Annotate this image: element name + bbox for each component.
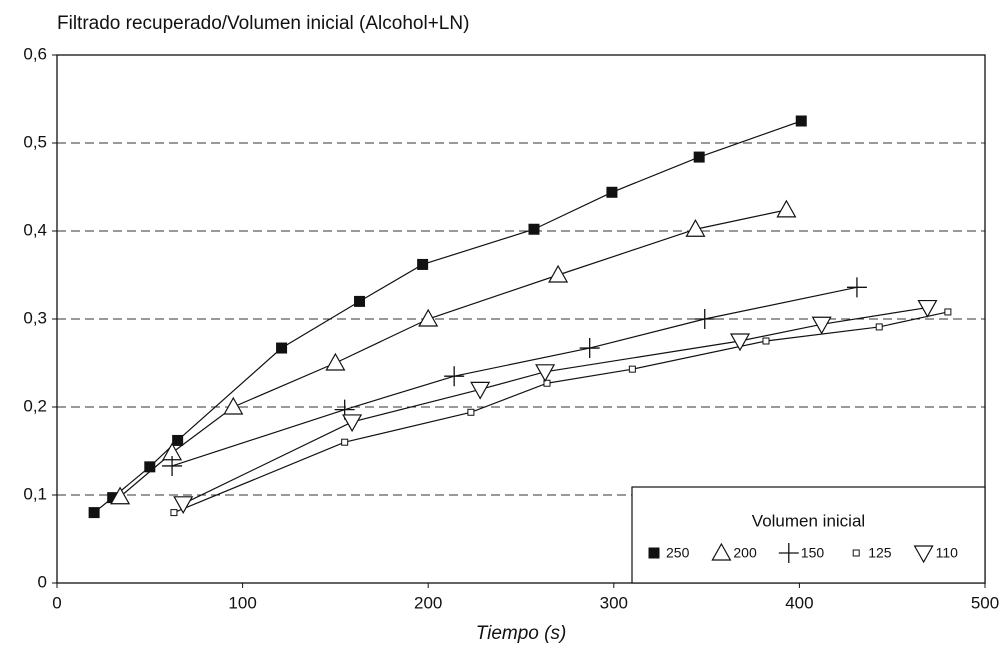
marker — [776, 199, 797, 218]
legend-label: 150 — [801, 545, 825, 561]
legend-label: 250 — [666, 545, 690, 561]
x-tick-label: 0 — [52, 593, 61, 612]
y-tick-label: 0,5 — [23, 132, 47, 151]
marker — [341, 438, 349, 446]
x-tick-label: 100 — [228, 593, 256, 612]
marker — [223, 396, 244, 415]
series-line — [173, 311, 949, 514]
marker — [528, 223, 540, 235]
marker — [418, 308, 439, 327]
x-tick-label: 300 — [600, 593, 628, 612]
series-line — [171, 286, 858, 467]
marker — [107, 492, 119, 504]
legend: Volumen inicial 250 200 150 125 110 — [631, 486, 986, 584]
marker — [172, 434, 184, 446]
series-line — [93, 120, 802, 514]
marker — [535, 364, 556, 383]
marker — [811, 316, 832, 335]
marker — [444, 366, 465, 387]
marker — [606, 186, 618, 198]
legend-label: 110 — [936, 545, 959, 561]
marker — [944, 308, 952, 316]
marker — [762, 337, 770, 345]
y-tick-label: 0,6 — [23, 44, 47, 63]
marker — [711, 542, 732, 561]
marker — [852, 549, 860, 557]
marker — [417, 258, 429, 270]
marker — [846, 277, 867, 298]
marker — [144, 461, 156, 473]
y-tick-label: 0,3 — [23, 308, 47, 327]
marker — [325, 352, 346, 371]
marker — [913, 545, 934, 564]
marker — [548, 264, 569, 283]
marker — [170, 509, 178, 517]
marker — [467, 408, 475, 416]
marker — [354, 295, 366, 307]
marker — [778, 543, 799, 563]
marker — [579, 338, 600, 359]
series-line — [182, 306, 928, 505]
marker — [543, 379, 551, 387]
chart-title: Filtrado recuperado/Volumen inicial (Alc… — [57, 13, 469, 34]
y-tick-label: 0,1 — [23, 484, 47, 503]
legend-label: 125 — [868, 545, 892, 561]
marker — [685, 219, 706, 237]
marker — [795, 115, 807, 127]
x-tick-label: 200 — [414, 593, 442, 612]
x-tick-label: 400 — [785, 593, 813, 612]
marker — [917, 299, 938, 318]
y-tick-label: 0 — [38, 572, 47, 591]
marker — [173, 496, 194, 515]
marker — [648, 547, 660, 559]
marker — [875, 323, 883, 331]
x-axis-label: Tiempo (s) — [476, 623, 567, 644]
marker — [693, 151, 705, 163]
marker — [628, 365, 636, 373]
marker — [88, 507, 100, 519]
series-line — [119, 209, 787, 498]
marker — [110, 486, 131, 505]
marker — [470, 381, 491, 400]
y-tick-label: 0,2 — [23, 396, 47, 415]
y-tick-label: 0,4 — [23, 220, 47, 239]
marker — [162, 455, 183, 476]
legend-title: Volumen inicial — [752, 511, 865, 530]
legend-label: 200 — [733, 545, 757, 561]
marker — [342, 414, 363, 433]
x-tick-label: 500 — [971, 593, 999, 612]
plot-frame — [56, 54, 986, 584]
marker — [729, 333, 751, 352]
marker — [276, 342, 288, 354]
marker — [694, 309, 715, 329]
legend-box — [631, 486, 986, 584]
